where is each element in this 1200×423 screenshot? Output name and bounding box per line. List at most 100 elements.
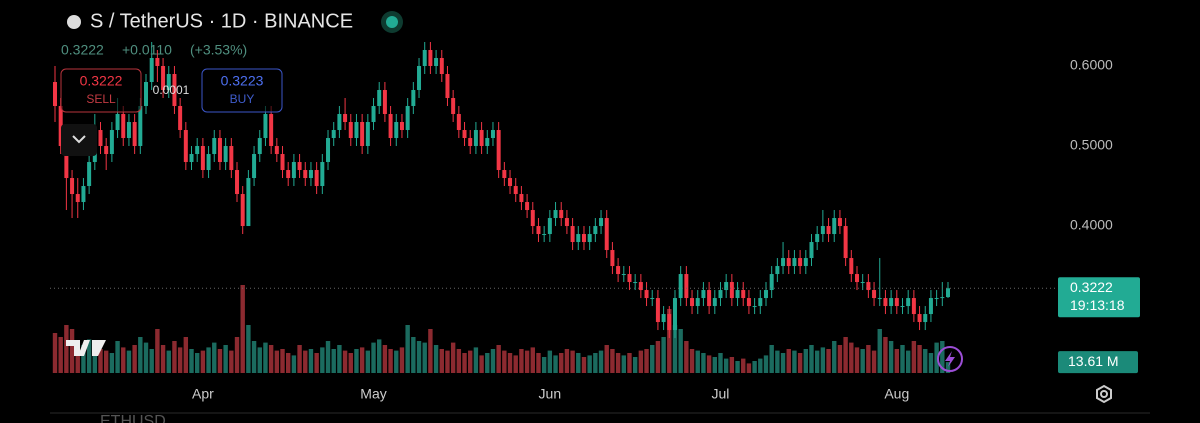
candle-body [490,130,495,139]
candle-body [422,50,427,67]
candle-body [155,58,160,67]
candle-body [712,298,717,307]
candle-body [820,226,825,235]
candle-body [883,298,888,307]
candle-body [650,298,655,300]
candle-body [547,218,552,235]
volume-bar [593,353,598,373]
sell-label[interactable]: SELL [86,92,116,106]
volume-bar [667,309,672,373]
volume-bar [456,349,462,373]
chevron-icon[interactable] [72,135,86,144]
volume-bar [490,349,496,373]
volume-bar [610,349,615,373]
volume-bar [422,342,427,373]
volume-bar [121,347,126,373]
candle-body [58,106,63,147]
candle-body [53,82,57,107]
volume-bar [183,337,189,373]
candle-body [803,258,808,267]
volume-bar [331,349,336,373]
candle-body [473,130,478,147]
volume-bar [536,353,541,373]
candle-body [286,170,291,179]
candle-body [735,290,740,299]
volume-bar [365,350,371,373]
candle-body [382,90,387,115]
candle-body [775,266,780,275]
spread: 0.0001 [153,83,190,97]
candle-body [439,58,444,75]
candle-body [860,282,865,284]
volume-bar [797,353,803,373]
volume-bar [780,353,786,373]
volume-bar [701,353,706,373]
volume-bar [934,342,939,373]
change: +0.0110 [122,42,172,58]
buy-button[interactable] [201,68,283,113]
settings-icon-center[interactable] [1100,390,1108,398]
volume-bar [251,341,257,373]
volume-bar [564,349,570,373]
collapse-button[interactable] [61,124,97,156]
candle-body [906,298,911,307]
candle-body [610,250,615,267]
buy-price[interactable]: 0.3223 [221,73,264,89]
volume-bar [803,349,809,373]
volume-bar [149,349,154,373]
volume-bar [81,345,86,373]
volume-bar [928,353,934,373]
buy-label[interactable]: BUY [230,92,255,106]
volume-bar [325,341,331,373]
candle-body [388,114,393,139]
sell-button[interactable] [60,68,142,113]
y-tick-label: 0.4000 [1070,217,1113,233]
volume-bar [286,353,291,373]
volume-bar [769,345,774,373]
candle-body [172,74,177,107]
volume-bar [337,345,342,373]
candle-body [411,90,416,107]
candle-body [769,274,774,291]
candle-body [456,114,461,131]
volume-bar [507,353,513,373]
volume-bar [58,337,63,373]
candle-body [798,258,803,267]
volume-bar [92,342,98,373]
volume-bar [604,345,609,373]
candle-body [701,290,706,299]
candle-body [104,146,109,155]
candle-body [627,274,632,283]
candle-body [64,146,69,179]
candle-body [576,234,581,243]
volume-bar [468,350,473,373]
volume-bar [570,350,575,373]
candle-body [741,290,746,299]
candle-body [229,146,234,171]
volume-bar [826,349,831,373]
candle-body [746,298,751,307]
settings-icon[interactable] [1096,384,1112,404]
candle-body [451,98,456,115]
volume-bar [888,341,894,373]
lightning-icon[interactable] [945,351,955,367]
candle-body [542,234,547,236]
volume-bar [661,337,666,373]
candle-body [115,114,120,131]
sell-price[interactable]: 0.3222 [80,73,123,89]
lightning-button[interactable] [937,346,963,372]
volume-bar [473,347,479,373]
candle-body [763,290,768,299]
candle-body [837,218,842,227]
y-tick-label: 0.6000 [1070,57,1113,73]
volume-bar [194,353,200,373]
plot [52,42,951,373]
volume-bar [763,355,769,373]
volume-bar [86,339,92,373]
volume-bar [64,325,69,373]
candle-body [291,162,296,179]
volume-bar [576,353,581,373]
volume-bar [428,329,433,373]
candle-body [405,106,410,131]
volume-bar [615,353,621,373]
